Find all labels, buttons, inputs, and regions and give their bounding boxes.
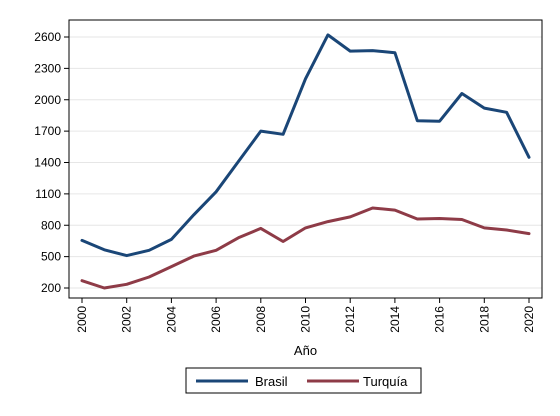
y-tick-label-500: 500 — [41, 250, 61, 264]
legend-label-brasil: Brasil — [255, 374, 288, 389]
y-tick-label-1400: 1400 — [34, 156, 61, 170]
series-line-turquia — [80, 206, 531, 290]
y-axis: 200 500 800 1100 1400 1700 2000 2300 2600 — [34, 30, 69, 295]
legend-label-turquia: Turquía — [363, 374, 408, 389]
x-tick-label-2000: 2000 — [75, 306, 89, 333]
legend: Brasil Turquía — [185, 367, 422, 394]
x-tick-label-2006: 2006 — [209, 306, 223, 333]
x-tick-label-2020: 2020 — [522, 306, 536, 333]
grid-layer — [69, 36, 542, 289]
y-tick-label-1700: 1700 — [34, 124, 61, 138]
x-tick-label-2002: 2002 — [120, 306, 134, 333]
x-tick-label-2018: 2018 — [477, 306, 491, 333]
y-tick-label-2000: 2000 — [34, 93, 61, 107]
x-tick-label-2004: 2004 — [164, 306, 178, 333]
x-tick-label-2012: 2012 — [343, 306, 357, 333]
series-layer — [80, 33, 531, 290]
y-tick-label-1100: 1100 — [35, 187, 61, 201]
x-tick-label-2016: 2016 — [433, 306, 447, 333]
y-tick-label-200: 200 — [41, 281, 61, 295]
y-tick-label-2300: 2300 — [34, 61, 61, 75]
series-line-brasil — [80, 33, 531, 258]
y-tick-label-2600: 2600 — [34, 30, 61, 44]
x-tick-label-2014: 2014 — [388, 306, 402, 333]
x-tick-label-2010: 2010 — [299, 306, 313, 333]
y-tick-label-800: 800 — [41, 218, 61, 232]
x-tick-label-2008: 2008 — [254, 306, 268, 333]
x-axis-title: Año — [294, 343, 317, 358]
x-axis: 2000 2002 2004 2006 2008 2010 2012 2014 2016 2018… — [75, 298, 536, 333]
